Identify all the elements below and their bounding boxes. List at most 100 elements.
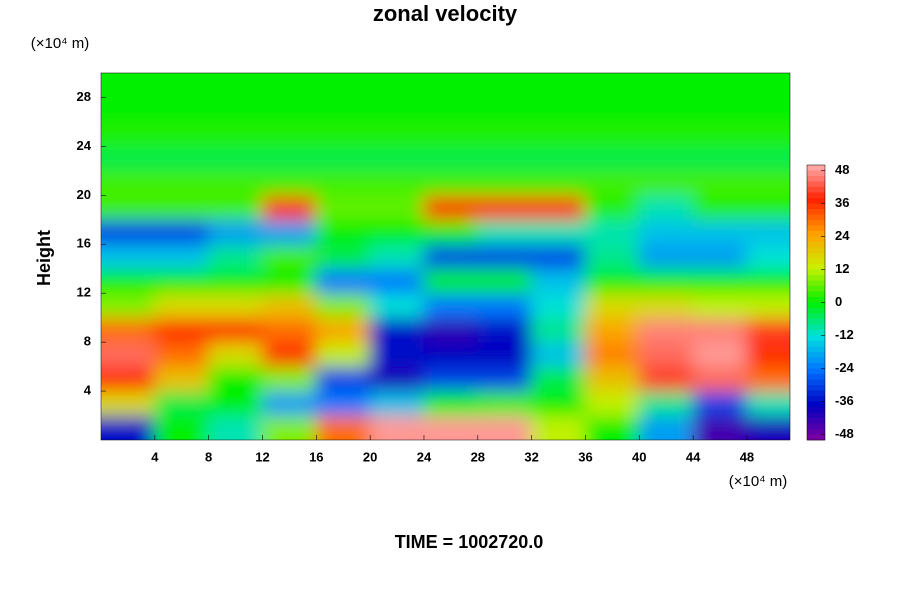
cell bbox=[154, 317, 210, 343]
colorbar-band bbox=[807, 198, 825, 204]
cell bbox=[154, 243, 210, 270]
cell bbox=[638, 341, 694, 368]
cell bbox=[746, 219, 790, 245]
colorbar-tick-label: -36 bbox=[835, 393, 854, 408]
cell bbox=[101, 390, 156, 417]
cell bbox=[315, 73, 371, 98]
cell bbox=[261, 292, 317, 319]
colorbar-band bbox=[807, 297, 825, 303]
colorbar-band bbox=[807, 242, 825, 248]
colorbar-band bbox=[807, 341, 825, 347]
cell bbox=[261, 268, 317, 294]
cell bbox=[584, 268, 640, 294]
colorbar-tick-label: 48 bbox=[835, 162, 849, 177]
cell bbox=[101, 415, 156, 440]
colorbar-band bbox=[807, 220, 825, 226]
cell bbox=[531, 243, 586, 270]
plot-frame bbox=[100, 72, 791, 441]
cell bbox=[315, 415, 371, 440]
cell bbox=[315, 390, 371, 417]
y-tick-label: 12 bbox=[77, 285, 91, 300]
cell bbox=[584, 415, 640, 440]
cell bbox=[261, 341, 317, 368]
cell bbox=[369, 390, 425, 417]
cell bbox=[261, 415, 317, 440]
cell bbox=[315, 96, 371, 123]
cell bbox=[638, 121, 694, 147]
x-tick-label: 40 bbox=[632, 449, 646, 464]
cell bbox=[531, 219, 586, 245]
cell bbox=[584, 96, 640, 123]
cell bbox=[101, 145, 156, 172]
colorbar-band bbox=[807, 258, 825, 265]
cell bbox=[208, 243, 263, 270]
x-tick-label: 8 bbox=[205, 449, 212, 464]
cell bbox=[101, 73, 156, 98]
colorbar-band bbox=[807, 247, 825, 254]
colorbar-band bbox=[807, 330, 825, 336]
cell bbox=[315, 268, 371, 294]
colorbar-band bbox=[807, 264, 825, 270]
cell bbox=[423, 121, 479, 147]
colorbar-band bbox=[807, 352, 825, 358]
cell bbox=[477, 243, 533, 270]
cell bbox=[101, 170, 156, 196]
cell bbox=[477, 390, 533, 417]
cell bbox=[101, 194, 156, 221]
cell bbox=[369, 317, 425, 343]
colorbar-tick-label: 36 bbox=[835, 195, 849, 210]
cell bbox=[261, 73, 317, 98]
colorbar: -48 -36 -24 -12 0 12 24 36 48 bbox=[806, 162, 855, 441]
cell bbox=[369, 145, 425, 172]
cell bbox=[154, 268, 210, 294]
cell bbox=[315, 121, 371, 147]
cell bbox=[423, 170, 479, 196]
cell bbox=[692, 390, 748, 417]
cell bbox=[101, 292, 156, 319]
cell bbox=[261, 145, 317, 172]
cell bbox=[208, 292, 263, 319]
cell bbox=[154, 292, 210, 319]
cell bbox=[584, 341, 640, 368]
colorbar-band bbox=[807, 203, 825, 210]
cell bbox=[315, 170, 371, 196]
colorbar-band bbox=[807, 319, 825, 325]
cell bbox=[531, 73, 586, 98]
colorbar-band bbox=[807, 225, 825, 232]
cell bbox=[746, 243, 790, 270]
colorbar-band bbox=[807, 236, 825, 243]
cell bbox=[261, 366, 317, 392]
y-tick-label: 28 bbox=[77, 89, 91, 104]
x-tick-label: 44 bbox=[686, 449, 701, 464]
cell bbox=[315, 145, 371, 172]
colorbar-band bbox=[807, 407, 825, 413]
colorbar-band bbox=[807, 385, 825, 391]
cell bbox=[746, 366, 790, 392]
colorbar-band bbox=[807, 363, 825, 369]
cell bbox=[692, 268, 748, 294]
chart-title: zonal velocity bbox=[373, 1, 518, 26]
cell bbox=[154, 194, 210, 221]
cell bbox=[101, 366, 156, 392]
cell bbox=[369, 170, 425, 196]
cell bbox=[208, 121, 263, 147]
colorbar-band bbox=[807, 412, 825, 419]
cell bbox=[746, 268, 790, 294]
cell bbox=[531, 341, 586, 368]
cell bbox=[208, 268, 263, 294]
cell bbox=[101, 219, 156, 245]
cell bbox=[208, 73, 263, 98]
cell bbox=[746, 292, 790, 319]
colorbar-band bbox=[807, 434, 825, 441]
cell bbox=[638, 96, 694, 123]
cell bbox=[531, 96, 586, 123]
cell bbox=[531, 415, 586, 440]
cell bbox=[692, 415, 748, 440]
colorbar-tick-label: 0 bbox=[835, 294, 842, 309]
cell bbox=[154, 170, 210, 196]
cell bbox=[369, 73, 425, 98]
cell bbox=[638, 73, 694, 98]
cell bbox=[208, 341, 263, 368]
cell bbox=[477, 194, 533, 221]
cell bbox=[261, 317, 317, 343]
